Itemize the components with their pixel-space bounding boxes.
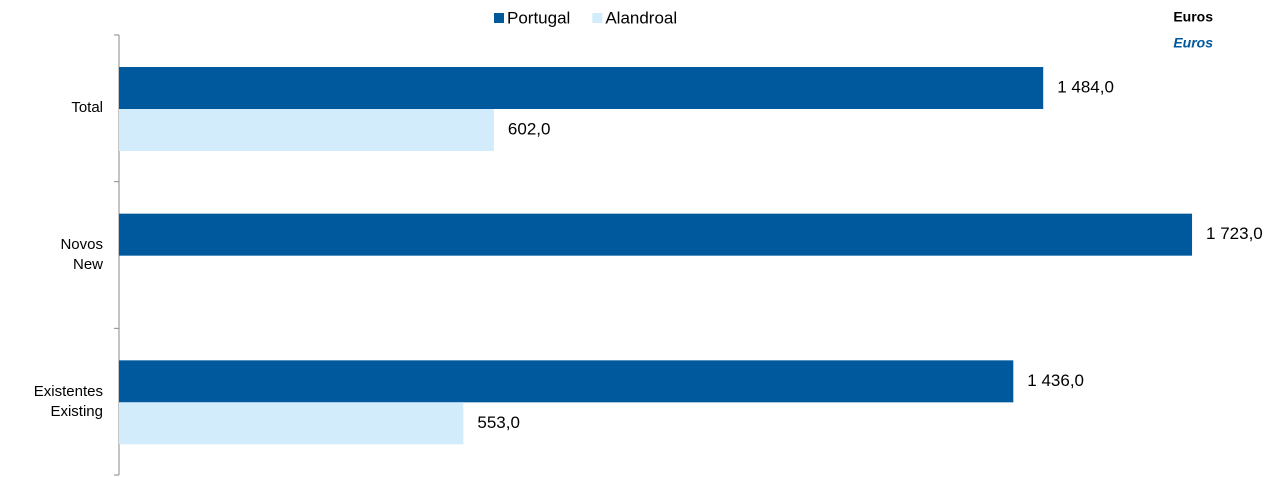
bar — [119, 360, 1014, 403]
data-label: 1 436,0 — [1027, 371, 1084, 390]
legend-swatch — [592, 13, 603, 23]
legend-label: Portugal — [507, 8, 570, 27]
legend-swatch — [494, 13, 504, 23]
bar — [119, 213, 1193, 256]
category-label: Existentes Existing — [33, 382, 103, 420]
category-label: Total — [71, 99, 103, 117]
unit-label: Euros — [1173, 35, 1213, 51]
data-label: 1 484,0 — [1057, 77, 1114, 96]
bar — [119, 109, 494, 151]
legend-label: Alandroal — [605, 8, 677, 27]
data-label: 1 723,0 — [1206, 224, 1263, 243]
bar — [119, 402, 464, 445]
category-label: Novos New — [60, 236, 103, 273]
data-label: 553,0 — [477, 413, 520, 432]
data-label: 602,0 — [508, 119, 551, 138]
unit-label: Euros — [1173, 9, 1213, 25]
bar — [119, 67, 1044, 109]
